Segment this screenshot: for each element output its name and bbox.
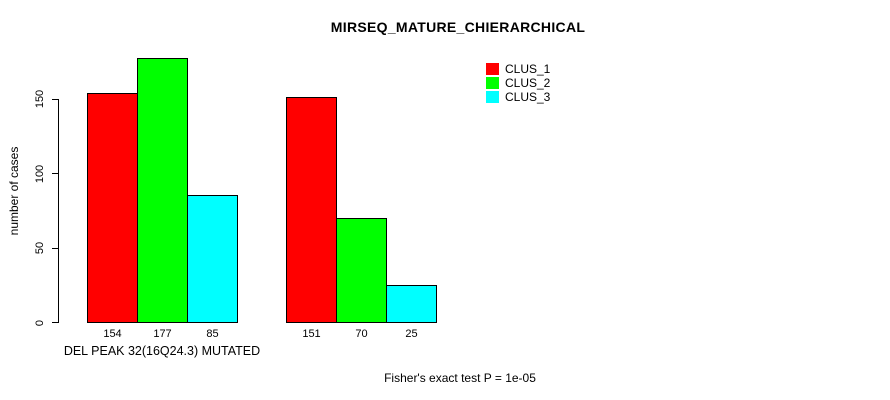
y-tick-label: 0 (34, 319, 46, 326)
x-axis-label: DEL PEAK 32(16Q24.3) MUTATED (63, 344, 261, 358)
bar-value-label: 151 (302, 328, 321, 340)
legend-item: CLUS_1 (486, 62, 550, 76)
legend-item: CLUS_3 (486, 90, 550, 104)
y-tick (52, 173, 59, 174)
bar-value-label: 25 (405, 328, 418, 340)
annotation-text: Fisher's exact test P = 1e-05 (384, 371, 536, 385)
y-tick (52, 322, 59, 323)
y-tick-label: 50 (34, 241, 46, 255)
y-tick (52, 247, 59, 249)
bar (336, 218, 387, 323)
bar-value-label: 70 (355, 328, 368, 340)
bar-value-label: 154 (103, 328, 122, 340)
y-tick-label: 100 (34, 164, 46, 183)
bar (87, 93, 138, 323)
bar-value-label: 85 (206, 328, 219, 340)
bar-value-label: 177 (153, 328, 172, 340)
legend-swatch (486, 91, 499, 103)
legend-swatch (486, 77, 499, 89)
legend-label: CLUS_1 (505, 61, 551, 76)
y-axis-label: number of cases (7, 146, 21, 236)
bar (137, 58, 188, 323)
legend-item: CLUS_2 (486, 76, 550, 90)
y-tick (52, 98, 59, 100)
bar (187, 195, 238, 323)
legend-swatch (486, 63, 499, 75)
legend: CLUS_1 CLUS_2 CLUS_3 (486, 62, 550, 104)
bar (286, 97, 337, 323)
y-axis-line (58, 99, 59, 323)
bar (386, 285, 437, 323)
y-tick-label: 150 (34, 89, 46, 109)
chart-title: MIRSEQ_MATURE_CHIERARCHICAL (330, 19, 586, 35)
legend-label: CLUS_3 (505, 89, 551, 104)
legend-label: CLUS_2 (505, 75, 551, 90)
